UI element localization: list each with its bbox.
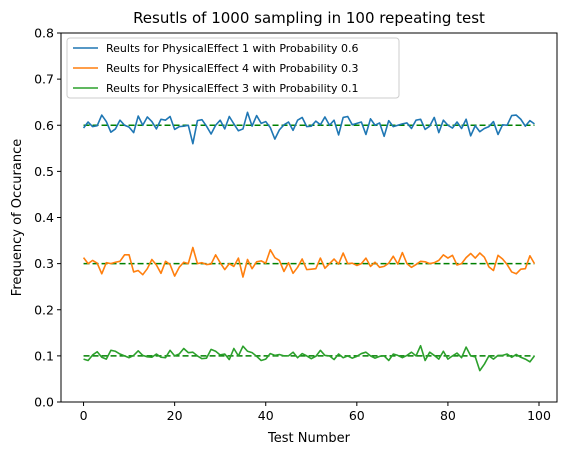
x-tick-label: 100: [527, 408, 551, 423]
y-tick-label: 0.7: [34, 72, 54, 87]
chart-title: Resutls of 1000 sampling in 100 repeatin…: [133, 9, 485, 27]
y-tick-label: 0.3: [34, 256, 54, 271]
y-tick-label: 0.2: [34, 302, 54, 317]
legend-box: [66, 37, 400, 99]
y-tick-label: 0.1: [34, 348, 54, 363]
x-tick-label: 0: [80, 408, 88, 423]
series-line-2: [82, 246, 536, 278]
x-axis-label: Test Number: [267, 431, 351, 446]
x-tick-label: 60: [349, 408, 365, 423]
y-axis-label: Frequency of Occurance: [10, 139, 25, 296]
series-line-3: [83, 344, 536, 372]
legend-label-2: Reults for PhysicalEffect 4 with Probabi…: [106, 62, 358, 75]
x-tick-label: 20: [167, 408, 183, 423]
y-tick-label: 0.5: [34, 164, 54, 179]
legend-label-1: Reults for PhysicalEffect 1 with Probabi…: [106, 42, 358, 55]
y-tick-label: 0.4: [34, 210, 54, 225]
y-tick-label: 0.6: [34, 118, 54, 133]
reference-lines: [83, 124, 535, 357]
legend: Reults for PhysicalEffect 1 with Probabi…: [66, 37, 400, 99]
plot-frame: [60, 32, 558, 403]
legend-label-3: Reults for PhysicalEffect 3 with Probabi…: [106, 82, 358, 95]
y-tick-label: 0.8: [34, 26, 54, 41]
y-tick-label: 0.0: [34, 395, 54, 410]
axis-ticks: 0 20 40 60 80 100 0.0 0.1 0.2 0.3 0.4 0.5 0.6 0.7 0.8: [34, 26, 551, 424]
x-tick-label: 80: [440, 408, 456, 423]
series-line-1: [82, 111, 535, 145]
x-tick-label: 40: [258, 408, 274, 423]
series-lines: [82, 111, 536, 372]
